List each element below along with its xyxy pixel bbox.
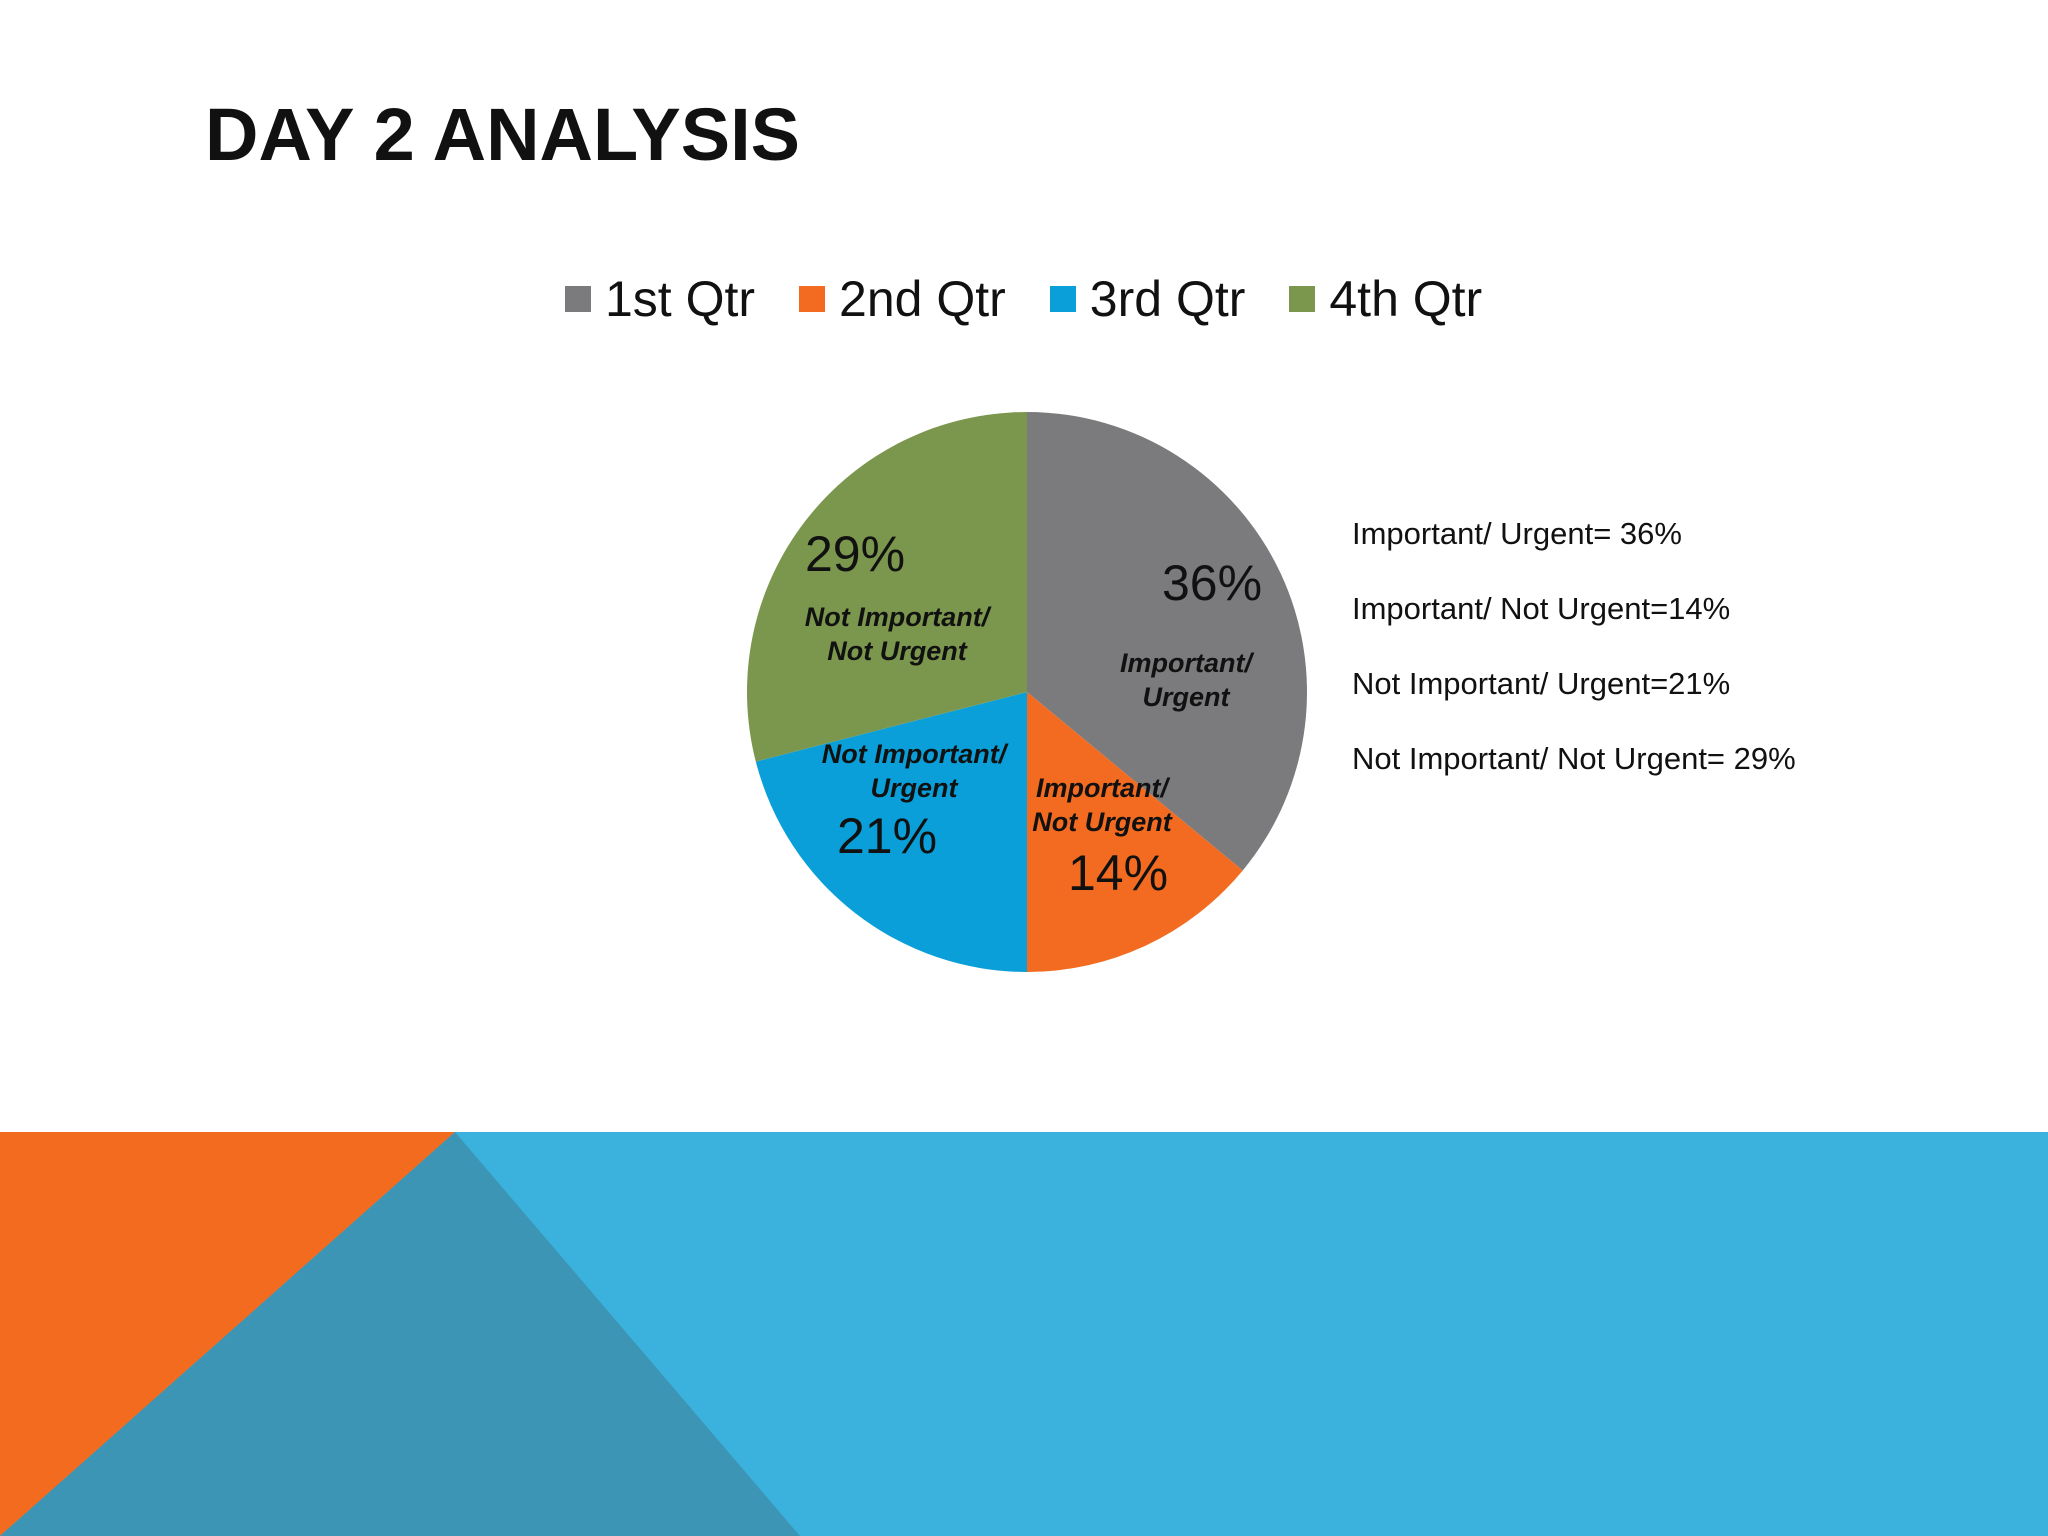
legend-item-2nd-qtr: 2nd Qtr — [799, 270, 1006, 328]
legend-label: 1st Qtr — [605, 271, 756, 327]
legend-item-3rd-qtr: 3rd Qtr — [1049, 270, 1246, 328]
legend-swatch — [565, 286, 591, 312]
legend-swatch — [1049, 286, 1076, 312]
legend-item-1st-qtr: 1st Qtr — [565, 270, 755, 328]
legend-label: 4th Qtr — [1329, 271, 1483, 327]
pie-category-label-line: Not Urgent — [1032, 807, 1172, 837]
pie-chart: 36% Important/Urgent 14% Important/Not Urge… — [747, 412, 1307, 972]
footer-decoration — [0, 1132, 2048, 1536]
side-note: Not Important/ Urgent=21% — [1352, 666, 1731, 701]
pie-slice-4 — [747, 412, 1027, 762]
side-note: Not Important/ Not Urgent= 29% — [1352, 741, 1796, 776]
pie-category-label: Important/Not Urgent — [1032, 773, 1172, 837]
pie-category-label: Not Important/Not Urgent — [805, 602, 992, 666]
pie-percent-label: 14% — [1068, 845, 1168, 901]
side-notes: Important/ Urgent= 36% Important/ Not Ur… — [1352, 510, 1796, 810]
slide-title: DAY 2 ANALYSIS — [205, 93, 800, 176]
legend-swatch — [799, 286, 826, 312]
pie-category-label-line: Important/ — [1120, 648, 1254, 678]
pie-percent-label: 29% — [805, 526, 905, 582]
pie-slice-3 — [755, 692, 1027, 972]
pie-category-label-line: Not Urgent — [827, 636, 967, 666]
pie-category-label-line: Not Important/ — [805, 602, 992, 632]
pie-category-label: Not Important/Urgent — [822, 739, 1009, 803]
pie-category-label: Important/Urgent — [1120, 648, 1254, 712]
pie-category-label-line: Important/ — [1036, 773, 1170, 803]
pie-category-label-line: Not Important/ — [822, 739, 1009, 769]
side-note: Important/ Urgent= 36% — [1352, 516, 1682, 551]
pie-percent-label: 36% — [1162, 555, 1262, 611]
legend-label: 2nd Qtr — [839, 271, 1006, 327]
pie-category-label-line: Urgent — [1143, 682, 1231, 712]
footer-steel-triangle — [0, 1132, 800, 1536]
legend-label: 3rd Qtr — [1089, 271, 1246, 327]
pie-category-label-line: Urgent — [871, 773, 959, 803]
side-note: Important/ Not Urgent=14% — [1352, 591, 1731, 626]
pie-slice-1 — [1027, 412, 1307, 871]
chart-legend: 1st Qtr 2nd Qtr 3rd Qtr 4th Qtr — [565, 270, 1482, 328]
pie-slice-2 — [1027, 692, 1243, 972]
pie-percent-label: 21% — [837, 808, 937, 864]
legend-item-4th-qtr: 4th Qtr — [1289, 270, 1482, 328]
legend-swatch — [1289, 286, 1316, 312]
